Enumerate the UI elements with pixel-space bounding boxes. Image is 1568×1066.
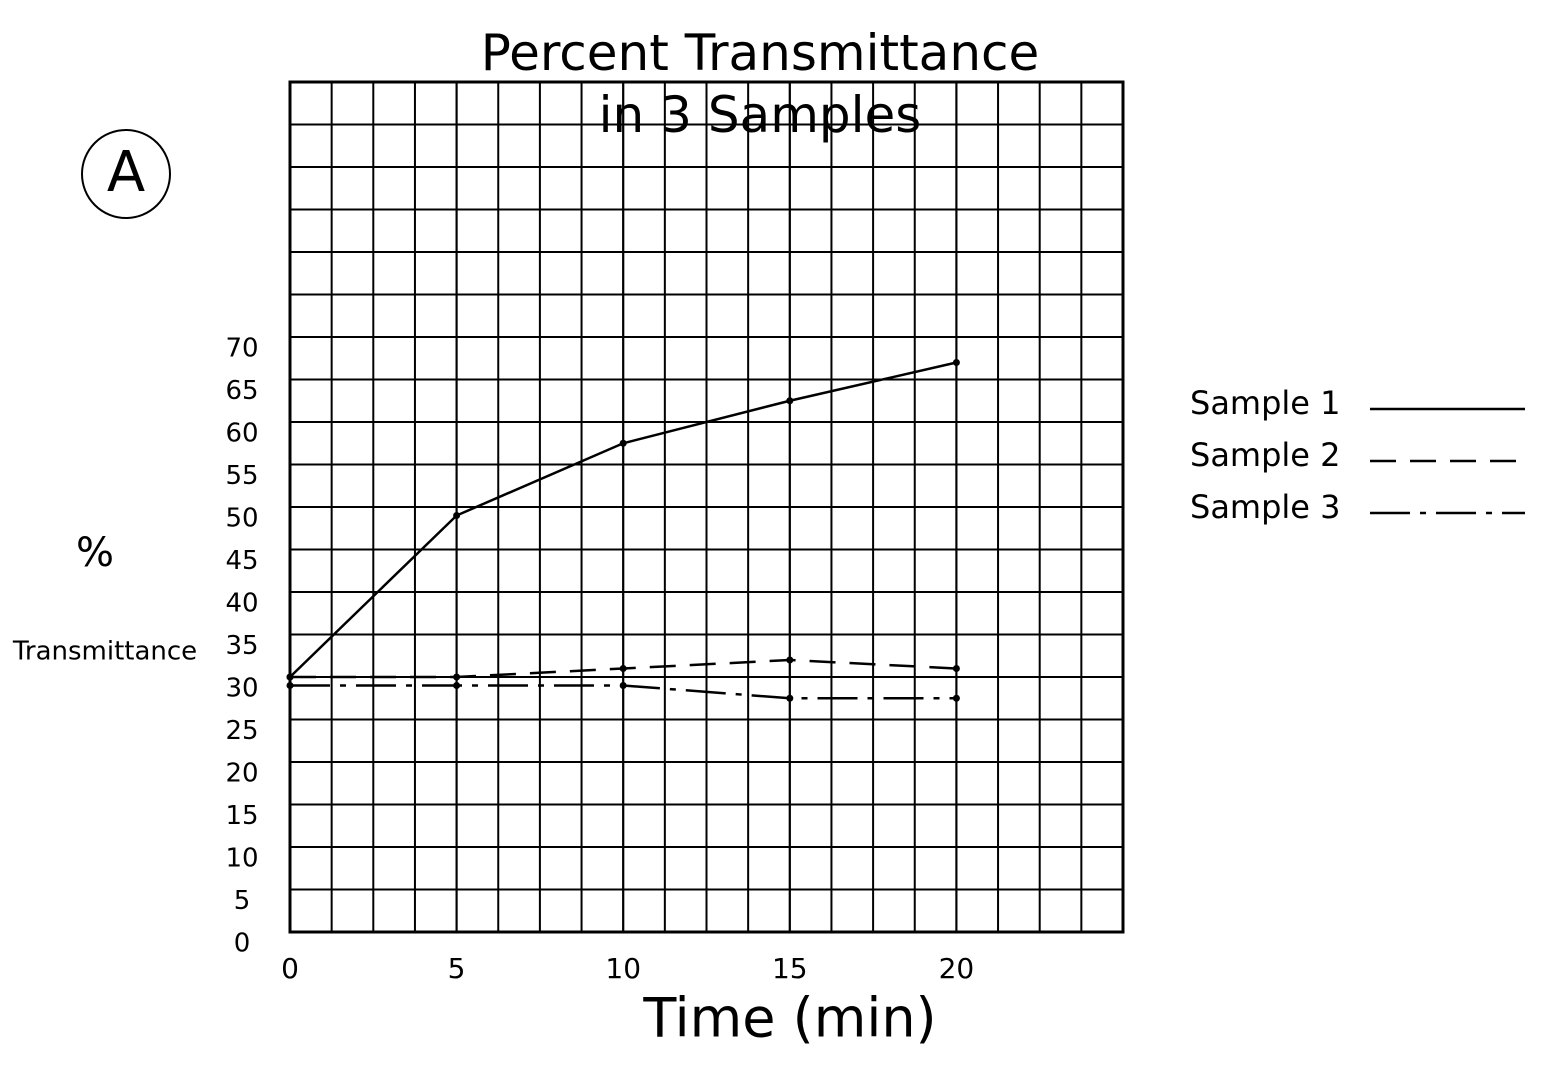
y-tick-label: 25 xyxy=(225,716,258,746)
chart: A % Transmittance Time (min) 0 5 10 15 20 25 3… xyxy=(0,0,1568,1066)
x-tick-label: 5 xyxy=(448,952,466,985)
legend-label: Sample 2 xyxy=(1190,436,1341,474)
x-axis-label: Time (min) xyxy=(642,987,936,1050)
point xyxy=(786,695,793,702)
point xyxy=(453,682,460,689)
point xyxy=(953,665,960,672)
y-tick-label: 70 xyxy=(225,334,258,364)
y-tick-label: 60 xyxy=(225,419,258,449)
y-tick-label: 65 xyxy=(225,376,258,406)
y-tick-label: 45 xyxy=(225,546,258,576)
y-tick-label: 50 xyxy=(225,504,258,534)
x-tick-label: 10 xyxy=(605,952,641,985)
point xyxy=(453,674,460,681)
point xyxy=(620,440,627,447)
y-tick-label: 35 xyxy=(225,631,258,661)
annotation: A xyxy=(107,140,145,205)
y-tick-label: 55 xyxy=(225,461,258,491)
point xyxy=(953,695,960,702)
legend-label: Sample 3 xyxy=(1190,488,1341,526)
y-tick-label: 30 xyxy=(225,674,258,704)
point xyxy=(453,512,460,519)
y-tick-label: 40 xyxy=(225,589,258,619)
point xyxy=(287,674,294,681)
y-tick-label: 0 xyxy=(234,929,251,959)
y-tick-label: 15 xyxy=(225,801,258,831)
point xyxy=(287,682,294,689)
point xyxy=(786,397,793,404)
point xyxy=(620,682,627,689)
page: {"chart_data": {"type": "line", "title":… xyxy=(0,0,1568,1066)
y-tick-label: 20 xyxy=(225,759,258,789)
y-axis-label: Transmittance xyxy=(12,637,197,667)
legend-label: Sample 1 xyxy=(1190,384,1341,422)
point xyxy=(786,657,793,664)
x-tick-label: 20 xyxy=(939,952,975,985)
x-tick-label: 15 xyxy=(772,952,808,985)
point xyxy=(620,665,627,672)
point xyxy=(953,359,960,366)
x-tick-label: 0 xyxy=(281,952,299,985)
y-tick-label: 5 xyxy=(234,886,251,916)
y-axis-label: % xyxy=(76,530,114,576)
chart-title: Percent Transmittance in 3 Samples xyxy=(470,22,1050,146)
y-tick-label: 10 xyxy=(225,844,258,874)
